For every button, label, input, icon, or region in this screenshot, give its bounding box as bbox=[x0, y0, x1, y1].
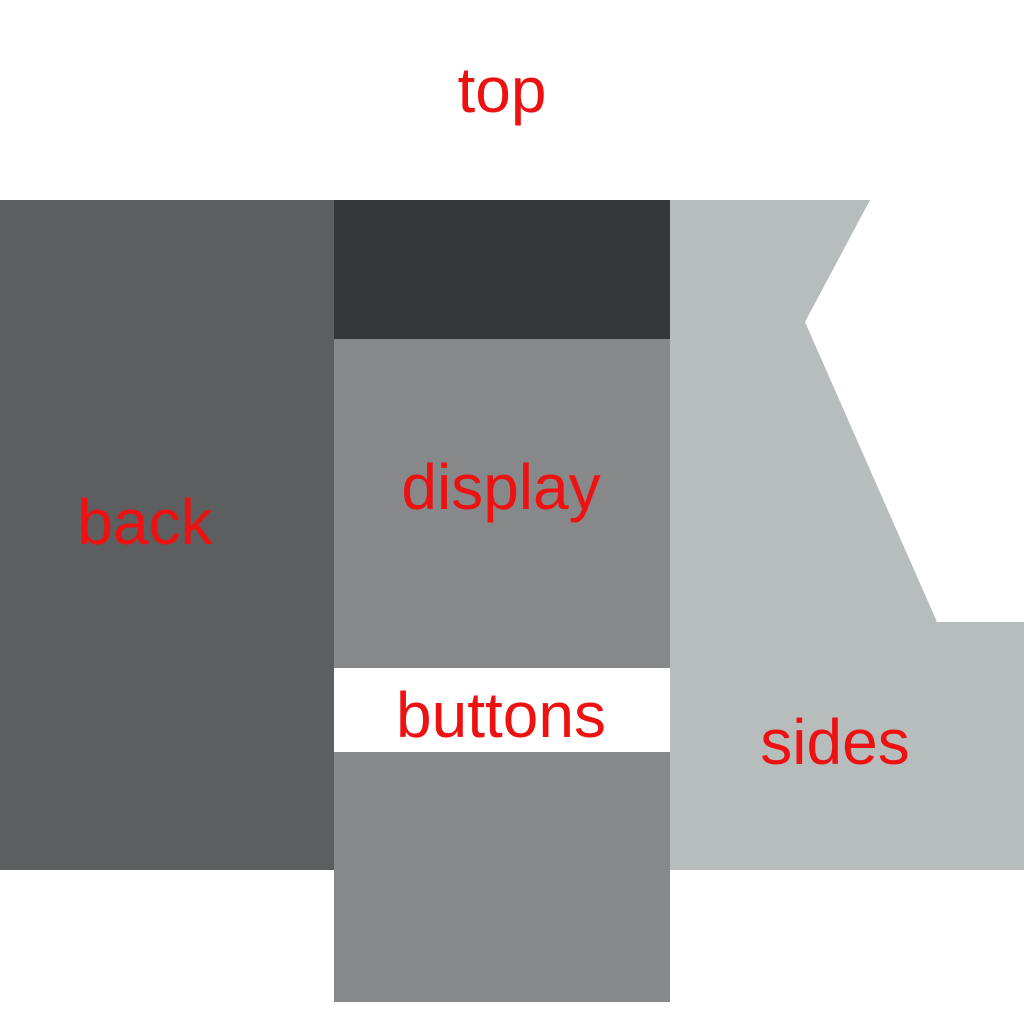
buttons-label: buttons bbox=[396, 679, 606, 751]
back-label: back bbox=[77, 486, 213, 558]
lower-panel bbox=[334, 752, 670, 1002]
display-top-panel bbox=[334, 200, 670, 339]
sides-label: sides bbox=[760, 706, 910, 778]
buttons-panel bbox=[334, 668, 670, 752]
top-label: top bbox=[457, 54, 547, 126]
display-panel bbox=[334, 339, 670, 668]
back-panel bbox=[0, 200, 334, 870]
sides-shape bbox=[670, 200, 1024, 870]
display-label: display bbox=[401, 451, 601, 523]
